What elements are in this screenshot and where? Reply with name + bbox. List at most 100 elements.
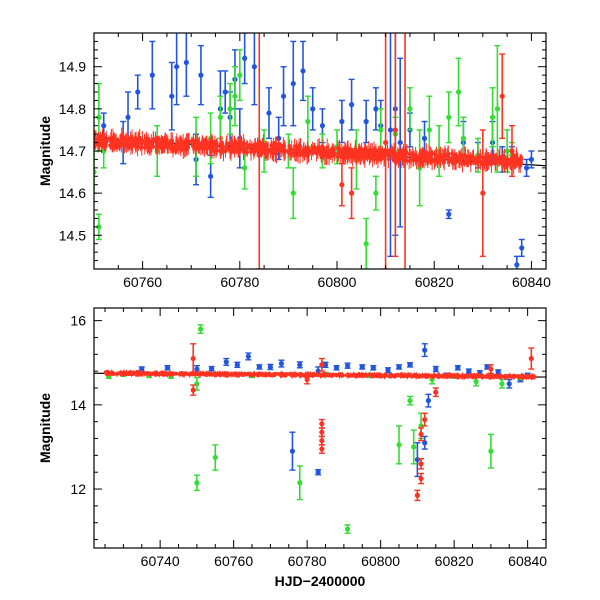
data-point (414, 442, 421, 478)
marker (183, 59, 189, 66)
marker (164, 365, 171, 371)
band-marker (106, 372, 110, 376)
band-marker (449, 156, 454, 161)
band-marker (263, 144, 268, 148)
marker (237, 72, 243, 78)
data-point (382, 33, 389, 269)
marker (96, 224, 102, 230)
marker (446, 211, 452, 217)
band-marker (354, 155, 359, 159)
data-point (134, 74, 141, 110)
y-axis-label: Magnitude (37, 116, 53, 186)
band-marker (502, 159, 506, 164)
band-marker (377, 149, 381, 154)
band-marker (179, 372, 184, 377)
data-point (396, 364, 403, 370)
band-marker (286, 150, 290, 154)
band-marker (374, 373, 379, 378)
marker (425, 398, 432, 404)
band-marker (452, 374, 457, 378)
band-marker (244, 372, 249, 377)
marker (217, 114, 223, 120)
marker (319, 429, 325, 435)
plot-frame (93, 307, 547, 549)
band-marker (138, 140, 143, 145)
data-point (289, 431, 296, 471)
band-marker (215, 372, 220, 377)
band-marker (339, 373, 344, 378)
data-point (523, 158, 530, 177)
band-marker (497, 156, 501, 160)
data-point (197, 324, 204, 334)
data-point (296, 361, 303, 369)
band-marker (247, 372, 251, 377)
band-marker (514, 157, 519, 161)
band-marker (101, 140, 105, 144)
marker (208, 173, 214, 179)
band-marker (491, 154, 496, 158)
band-marker (404, 150, 409, 155)
series-2 (190, 343, 535, 502)
data-point (407, 395, 414, 406)
band-marker (443, 152, 447, 156)
marker (418, 423, 424, 429)
plot-area (94, 33, 546, 269)
band-marker (253, 143, 257, 148)
marker (194, 366, 200, 372)
marker (319, 446, 325, 452)
x-tick-label: 60740 (141, 553, 180, 569)
marker (494, 106, 500, 112)
data-point (222, 70, 229, 114)
band-marker (273, 143, 278, 148)
data-point (256, 364, 263, 370)
x-tick-label: 60800 (361, 553, 400, 569)
band-marker (264, 373, 268, 377)
marker (242, 165, 248, 171)
band-marker (159, 141, 164, 145)
band-marker (114, 140, 118, 145)
data-point (164, 364, 171, 371)
y-axis-label: Magnitude (37, 393, 53, 463)
marker (227, 106, 233, 112)
band-marker (238, 142, 243, 146)
band-marker (526, 374, 530, 378)
marker (363, 118, 369, 125)
marker (489, 114, 496, 120)
marker (197, 326, 204, 332)
marker (174, 64, 180, 70)
band-marker (181, 145, 186, 150)
data-point (208, 365, 215, 372)
band-marker (224, 372, 229, 376)
band-marker (337, 147, 342, 151)
marker (407, 106, 413, 112)
marker (304, 376, 310, 383)
band-marker (153, 144, 158, 149)
band-marker (148, 371, 153, 376)
band-marker (468, 154, 472, 158)
band-marker (350, 151, 354, 155)
band-marker (456, 374, 461, 379)
band-marker (272, 371, 277, 376)
marker (385, 367, 391, 373)
marker (383, 139, 389, 146)
marker (319, 362, 325, 368)
data-point (193, 474, 200, 492)
data-point (190, 384, 197, 396)
data-point (479, 129, 486, 258)
marker (460, 135, 466, 141)
data-point (528, 347, 535, 370)
x-axis-label: HJD−2400000 (275, 573, 366, 589)
band-marker (156, 140, 161, 145)
data-point (318, 444, 325, 454)
data-point (406, 87, 413, 131)
band-marker (503, 374, 508, 378)
band-marker (104, 142, 108, 146)
data-point (498, 378, 505, 389)
marker (276, 135, 282, 141)
data-point (299, 40, 306, 102)
band-marker (231, 372, 236, 377)
x-tick-label: 60780 (288, 553, 327, 569)
marker (506, 381, 512, 387)
band-marker (203, 372, 207, 376)
data-point (318, 357, 325, 372)
